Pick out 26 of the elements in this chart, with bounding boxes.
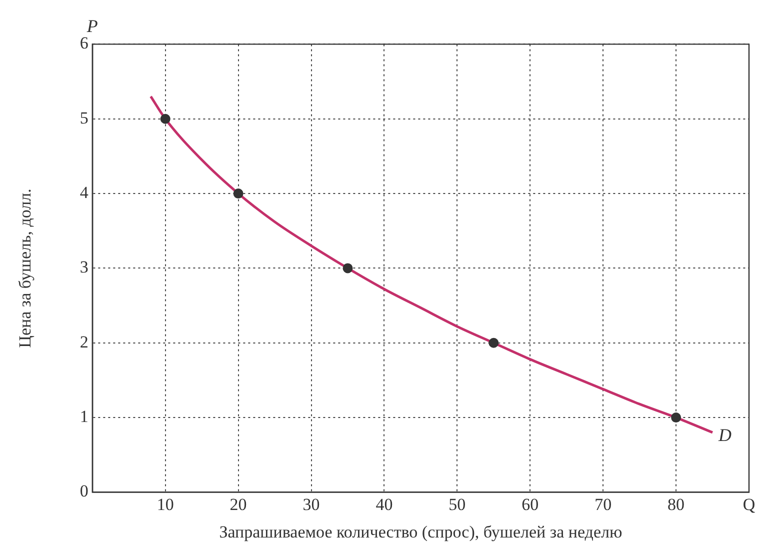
x-axis-title: Запрашиваемое количество (спрос), бушелей за неделю [219, 522, 622, 542]
y-tick-label: 2 [80, 332, 88, 352]
x-tick-label: 10 [156, 494, 174, 514]
annotation: D [718, 425, 732, 446]
x-tick-label: Q [742, 494, 756, 514]
x-tick-label: 20 [230, 494, 247, 514]
x-tick-label: 70 [594, 494, 612, 514]
x-tick-label: 30 [302, 494, 320, 514]
text: P [86, 16, 98, 36]
x-tick-label: 50 [448, 494, 466, 514]
point [671, 412, 682, 423]
y-tick-label: 4 [80, 183, 89, 202]
y-tick-label: 6 [80, 34, 88, 53]
point [160, 114, 170, 124]
point [233, 188, 244, 199]
point [488, 338, 499, 348]
y-tick-label: 1 [80, 407, 88, 426]
line-series [150, 95, 714, 434]
x-tick-label: 40 [376, 494, 393, 514]
y-tick-label: 5 [80, 108, 88, 128]
x-tick-label: 80 [668, 494, 685, 514]
x-tick-label: 60 [522, 494, 539, 514]
y-axis-title: Цена за бушель, долл. [16, 188, 35, 348]
y-tick-label: 0 [80, 482, 88, 501]
point [342, 263, 353, 274]
y-tick-label: 3 [80, 258, 88, 277]
